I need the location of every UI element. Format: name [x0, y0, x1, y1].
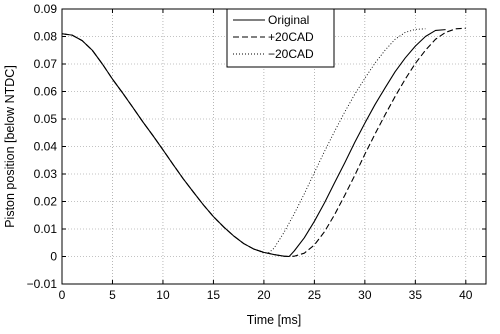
y-tick-label: 0.01: [34, 222, 58, 236]
x-tick-label: 10: [156, 288, 170, 302]
legend-label-1: +20CAD: [268, 30, 314, 44]
y-tick-label: 0.04: [34, 140, 58, 154]
legend-box: [226, 8, 335, 68]
y-tick-label: 0.02: [34, 195, 58, 209]
y-tick-label: −0.01: [27, 277, 58, 291]
series-line-2: [61, 28, 426, 254]
legend: Original +20CAD −20CAD: [226, 8, 335, 68]
x-axis-title: Time [ms]: [247, 313, 301, 327]
x-tick-label: 40: [459, 288, 473, 302]
y-tick-label: 0.08: [34, 30, 58, 44]
x-tick-label: 35: [409, 288, 423, 302]
x-tick-label: 0: [59, 288, 66, 302]
x-tick-label: 30: [358, 288, 372, 302]
y-tick-label: 0.09: [34, 2, 58, 16]
y-tick-label: 0.07: [34, 57, 58, 71]
x-tick-label: 25: [308, 288, 322, 302]
x-tick-label: 5: [109, 288, 116, 302]
y-tick-label: 0: [50, 250, 57, 264]
legend-label-2: −20CAD: [268, 47, 314, 61]
x-tick-label: 20: [257, 288, 271, 302]
legend-label-0: Original: [268, 13, 309, 27]
x-tick-label: 15: [207, 288, 221, 302]
y-tick-label: 0.05: [34, 112, 58, 126]
series-layer: [61, 27, 466, 258]
y-tick-label: 0.03: [34, 167, 58, 181]
y-tick-label: 0.06: [34, 85, 58, 99]
y-axis-title: Piston position [below NTDC]: [3, 65, 17, 228]
